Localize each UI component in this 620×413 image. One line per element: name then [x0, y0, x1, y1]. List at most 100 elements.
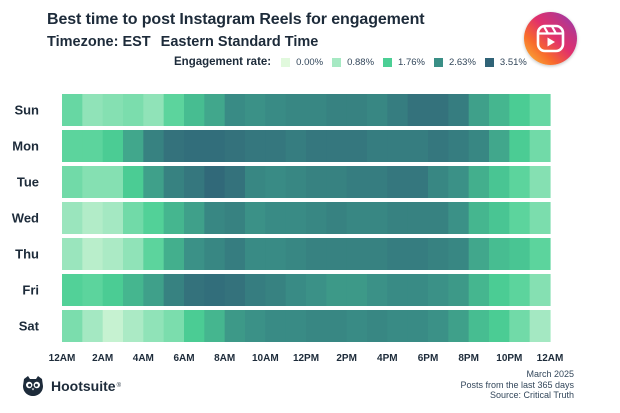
heatmap-cell-fri-0 — [62, 274, 83, 306]
footnote-source: Source: Critical Truth — [489, 390, 574, 400]
heatmap-cell-wed-6 — [184, 202, 205, 234]
heatmap-cell-wed-1 — [82, 202, 104, 234]
heatmap-cell-tue-4 — [143, 166, 165, 198]
heatmap-cell-wed-21 — [489, 202, 510, 234]
heatmap-cell-sun-7 — [204, 94, 226, 126]
heatmap-cell-thu-2 — [102, 238, 124, 270]
heatmap-cell-sun-4 — [143, 94, 165, 126]
heatmap-cell-wed-14 — [346, 202, 368, 234]
heatmap-cell-mon-6 — [184, 130, 205, 162]
heatmap-cell-mon-10 — [265, 130, 287, 162]
x-tick-label-8: 4PM — [377, 353, 398, 364]
legend-swatch-2 — [383, 57, 393, 67]
heatmap-cell-mon-21 — [489, 130, 510, 162]
heatmap-cell-sat-8 — [224, 310, 246, 342]
legend-label-0: 0.00% — [296, 56, 324, 68]
heatmap-cell-mon-15 — [367, 130, 388, 162]
timezone-name: Eastern Standard Time — [160, 34, 319, 50]
heatmap-cell-tue-16 — [387, 166, 409, 198]
heatmap-cell-wed-15 — [367, 202, 388, 234]
legend-item-3: 2.63% — [433, 56, 476, 68]
heatmap-cell-sun-19 — [448, 94, 470, 126]
heatmap-cell-tue-10 — [265, 166, 287, 198]
heatmap-cell-sun-18 — [428, 94, 449, 126]
footnote-period: Posts from the last 365 days — [460, 379, 574, 390]
heatmap-cell-tue-19 — [448, 166, 470, 198]
legend: Engagement rate: 0.00% 0.88% 1.76% 2.63%… — [174, 55, 536, 69]
heatmap-cell-tue-1 — [82, 166, 104, 198]
heatmap-cell-wed-12 — [306, 202, 327, 234]
heatmap-cell-thu-17 — [407, 238, 429, 270]
heatmap-cell-fri-1 — [82, 274, 104, 306]
heatmap-cell-wed-22 — [509, 202, 531, 234]
heatmap-cell-mon-7 — [204, 130, 226, 162]
heatmap-cell-fri-6 — [184, 274, 205, 306]
heatmap-cell-thu-9 — [245, 238, 266, 270]
heatmap-cell-sun-22 — [509, 94, 531, 126]
heatmap-cell-fri-18 — [428, 274, 449, 306]
legend-item-1: 0.88% — [332, 57, 374, 68]
row-label-wed: Wed — [12, 211, 39, 226]
legend-item-4: 3.51% — [484, 57, 527, 68]
heatmap-cell-sat-21 — [489, 310, 510, 342]
heatmap-cell-mon-2 — [102, 130, 124, 162]
x-tick-label-9: 6PM — [418, 353, 439, 364]
heatmap-cell-thu-7 — [204, 238, 226, 270]
heatmap-cell-thu-3 — [123, 238, 144, 270]
heatmap-cell-thu-13 — [326, 238, 348, 270]
heatmap-cell-fri-16 — [387, 274, 409, 306]
heatmap-cell-tue-3 — [123, 166, 144, 198]
heatmap-cell-tue-8 — [224, 166, 246, 198]
heatmap-cell-sun-13 — [326, 94, 348, 126]
heatmap-cell-sun-3 — [123, 94, 144, 126]
heatmap-cell-sat-12 — [306, 310, 327, 342]
heatmap-cell-thu-20 — [468, 238, 490, 270]
heatmap-cell-wed-8 — [224, 202, 246, 234]
heatmap-cell-thu-5 — [163, 238, 185, 270]
heatmap-cell-sat-20 — [468, 310, 490, 342]
heatmap-cell-tue-6 — [184, 166, 205, 198]
heatmap-cell-thu-12 — [306, 238, 327, 270]
heatmap-cell-thu-18 — [428, 238, 449, 270]
heatmap-cell-fri-22 — [509, 274, 531, 306]
heatmap-cell-sat-13 — [326, 310, 348, 342]
heatmap-cell-wed-11 — [285, 202, 307, 234]
heatmap-cell-fri-3 — [123, 274, 144, 306]
heatmap-cell-thu-19 — [448, 238, 470, 270]
heatmap-cell-fri-10 — [265, 274, 287, 306]
heatmap-cell-wed-0 — [62, 202, 83, 234]
heatmap-cell-fri-23 — [529, 274, 551, 306]
heatmap-cell-mon-22 — [509, 130, 531, 162]
heatmap-cell-tue-23 — [529, 166, 551, 198]
heatmap-cell-sun-8 — [224, 94, 246, 126]
heatmap-cell-wed-16 — [387, 202, 409, 234]
heatmap-cell-tue-5 — [163, 166, 185, 198]
heatmap-cell-fri-12 — [306, 274, 327, 306]
legend-item-2: 1.76% — [383, 57, 425, 68]
heatmap-cell-tue-20 — [468, 166, 490, 198]
heatmap-cell-fri-20 — [468, 274, 490, 306]
timezone-label: Timezone: EST — [47, 34, 151, 50]
heatmap-cell-fri-11 — [285, 274, 307, 306]
heatmap-cell-fri-9 — [245, 274, 266, 306]
heatmap-cell-sat-2 — [102, 310, 124, 342]
heatmap-cell-mon-13 — [326, 130, 348, 162]
legend-label-3: 2.63% — [448, 56, 476, 68]
footnotes: March 2025 Posts from the last 365 days … — [460, 369, 574, 401]
heatmap-cell-mon-20 — [468, 130, 490, 162]
heatmap-cell-tue-7 — [204, 166, 226, 198]
heatmap-cell-thu-14 — [346, 238, 368, 270]
heatmap-cell-tue-17 — [407, 166, 429, 198]
legend-label-1: 0.88% — [347, 56, 375, 68]
heatmap-cell-tue-14 — [346, 166, 368, 198]
timezone-subtitle: Timezone: EST Eastern Standard Time — [47, 34, 318, 50]
heatmap-cell-wed-13 — [326, 202, 348, 234]
row-label-sun: Sun — [14, 103, 39, 118]
heatmap-cell-thu-23 — [529, 238, 551, 270]
heatmap-cell-tue-2 — [102, 166, 124, 198]
heatmap-cell-wed-19 — [448, 202, 470, 234]
legend-swatch-1 — [332, 57, 342, 67]
heatmap-cell-sat-19 — [448, 310, 470, 342]
heatmap-cell-tue-9 — [245, 166, 266, 198]
row-label-fri: Fri — [22, 283, 39, 298]
